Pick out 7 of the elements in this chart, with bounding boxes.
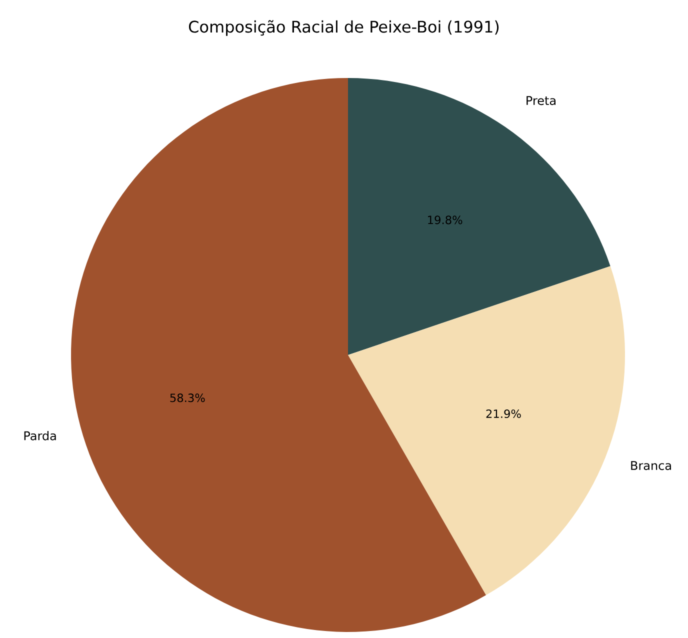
slice-label: Preta	[526, 96, 556, 106]
data-label: 58.3%	[170, 394, 205, 402]
data-label: 19.8%	[428, 216, 462, 224]
chart-title: Composição Racial de Peixe-Boi (1991)	[188, 20, 499, 36]
slice-label: Parda	[24, 431, 56, 440]
data-label: 21.9%	[486, 409, 521, 418]
slice-label: Branca	[631, 461, 671, 470]
